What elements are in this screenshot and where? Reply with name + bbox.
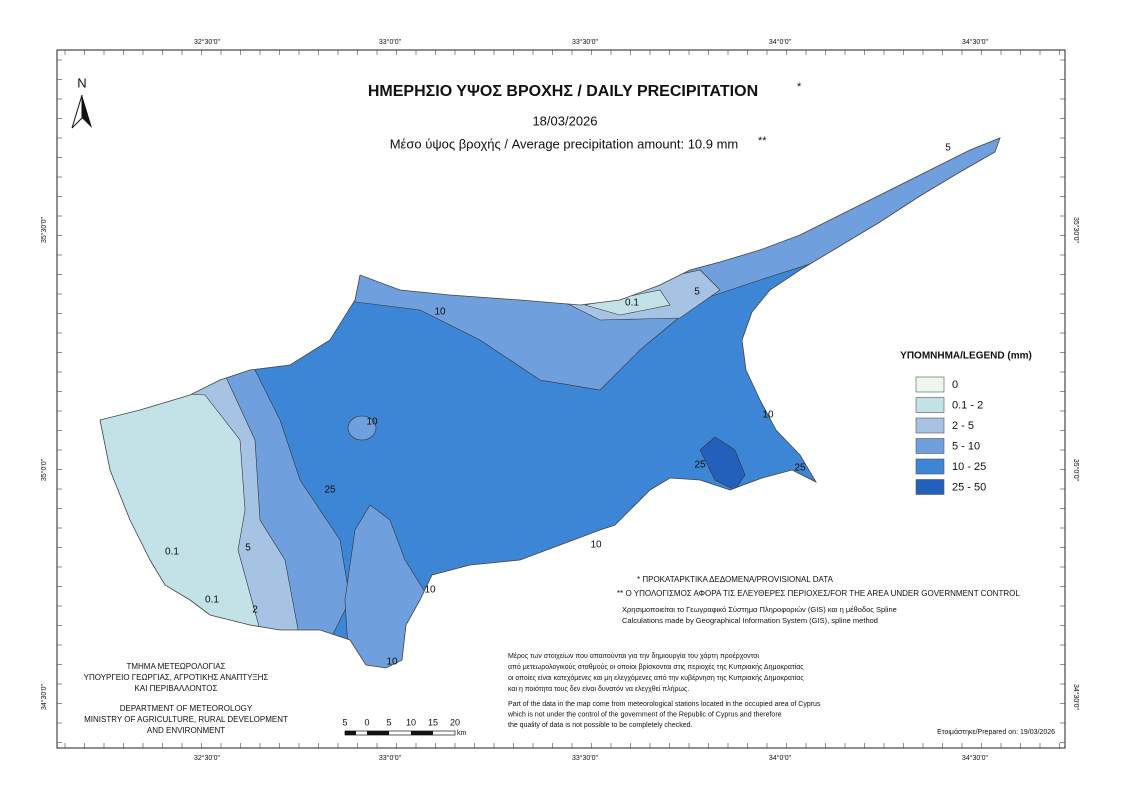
legend-label: 10 - 25	[952, 461, 986, 473]
contour-label: 5	[245, 543, 251, 554]
contour-label: 0.1	[165, 547, 179, 558]
map-title: ΗΜΕΡΗΣΙΟ ΥΨΟΣ ΒΡΟΧΗΣ / DAILY PRECIPITATI…	[368, 83, 758, 100]
legend-label: 0.1 - 2	[952, 399, 983, 411]
legend-swatch	[915, 397, 945, 413]
scale-label: 0	[364, 717, 369, 727]
graticule-label: 32°30'0"	[194, 754, 221, 762]
legend-swatch	[915, 376, 945, 393]
contour-label: 5	[945, 143, 951, 154]
contour-label: 25	[794, 463, 806, 474]
gis-note: Calculations made by Geographical Inform…	[622, 616, 878, 625]
legend-swatch	[915, 438, 945, 454]
scale-label: 5	[386, 717, 391, 727]
north-arrow	[71, 94, 92, 129]
subtitle-mark: **	[758, 135, 767, 147]
map-date: 18/03/2026	[532, 113, 597, 128]
legend-label: 0	[952, 379, 958, 391]
graticule-label: 34°30'0"	[962, 754, 989, 762]
contour-label: 0.1	[625, 298, 639, 309]
contour-label: 10	[424, 585, 436, 596]
title-mark: *	[797, 81, 802, 93]
contour-label: 25	[324, 485, 336, 496]
graticule-label: 34°30'0"	[962, 38, 989, 46]
zone-25-50	[699, 436, 746, 491]
scale-label: 10	[406, 717, 416, 727]
graticule-label: 33°0'0"	[379, 38, 402, 46]
graticule-label: 34°30'0"	[40, 683, 48, 710]
department-english: MINISTRY OF AGRICULTURE, RURAL DEVELOPME…	[84, 715, 288, 724]
graticule-label: 34°0'0"	[769, 38, 792, 46]
gis-note: Χρησιμοποιείται το Γεωγραφικό Σύστημα Πλ…	[622, 605, 897, 614]
graticule-label: 34°0'0"	[769, 754, 792, 762]
contour-label: 10	[434, 307, 446, 318]
zone-0-1-north	[584, 289, 671, 316]
legend-swatch	[915, 479, 945, 495]
contour-label: 25	[694, 460, 706, 471]
graticule-label: 32°30'0"	[194, 38, 221, 46]
disclaimer-english: Part of the data in the map come from me…	[508, 701, 821, 708]
graticule-label: 35°30'0"	[40, 216, 48, 243]
graticule-label: 35°0'0"	[40, 458, 48, 481]
north-label: N	[77, 75, 86, 90]
disclaimer-greek: οι οποίες είναι κατεχόμενες και μη ελεγχ…	[508, 674, 804, 682]
scale-label: 5	[342, 717, 347, 727]
graticule-label: 33°30'0"	[572, 754, 599, 762]
scale-bar	[344, 730, 456, 736]
note: ** Ο ΥΠΟΛΟΓΙΣΜΟΣ ΑΦΟΡΑ ΤΙΣ ΕΛΕΥΘΕΡΕΣ ΠΕΡ…	[617, 589, 1020, 598]
scale-label: 20	[450, 717, 460, 727]
disclaimer-greek: από μετεωρολογικούς σταθμούς οι οποίοι β…	[508, 663, 804, 671]
legend-title: ΥΠΟΜΝΗΜΑ/LEGEND (mm)	[900, 351, 1032, 362]
disclaimer-english: which is not under the control of the go…	[507, 711, 782, 718]
note: * ΠΡΟΚΑΤΑΡΚΤΙΚΑ ΔΕΔΟΜΕΝΑ/PROVISIONAL DAT…	[637, 575, 834, 584]
department-greek: ΚΑΙ ΠΕΡΙΒΑΛΛΟΝΤΟΣ	[135, 684, 218, 693]
graticule-label: 35°30'0"	[1072, 217, 1080, 244]
contour-label: 10	[590, 540, 602, 551]
legend-label: 2 - 5	[952, 420, 974, 432]
legend-swatch	[915, 458, 945, 475]
department-english: DEPARTMENT OF METEOROLOGY	[120, 704, 253, 713]
graticule-label: 33°0'0"	[379, 754, 402, 762]
scale-label: 15	[428, 717, 438, 727]
department-greek: ΤΜΗΜΑ ΜΕΤΕΩΡΟΛΟΓΙΑΣ	[126, 662, 225, 671]
graticule-label: 33°30'0"	[572, 38, 599, 46]
disclaimer-greek: και η ποιότητα τους δεν είναι δυνατόν να…	[508, 685, 689, 693]
legend-swatch	[915, 417, 945, 434]
department-english: AND ENVIRONMENT	[147, 726, 225, 735]
prepared-date: Ετοιμάστηκε/Prepared on: 19/03/2026	[937, 728, 1055, 736]
disclaimer-english: the quality of data is not possible to b…	[508, 722, 692, 729]
contour-label: 5	[694, 287, 700, 298]
legend-label: 25 - 50	[952, 481, 986, 493]
zone-5-10-pocket	[347, 415, 377, 441]
scale-unit: km	[457, 730, 467, 737]
graticule-label: 34°30'0"	[1072, 684, 1080, 711]
contour-label: 10	[366, 417, 378, 428]
department-greek: ΥΠΟΥΡΓΕΙΟ ΓΕΩΡΓΙΑΣ, ΑΓΡΟΤΙΚΗΣ ΑΝΑΠΤΥΞΗΣ	[84, 673, 269, 682]
disclaimer-greek: Μέρος των στοιχείων που απαιτούνται για …	[508, 652, 759, 660]
legend-label: 5 - 10	[952, 440, 980, 452]
contour-label: 2	[252, 605, 258, 616]
map-subtitle: Μέσο ύψος βροχής / Average precipitation…	[390, 136, 739, 151]
graticule-label: 35°0'0"	[1072, 459, 1080, 482]
contour-label: 10	[762, 410, 774, 421]
contour-label: 10	[386, 657, 398, 668]
contour-label: 0.1	[205, 595, 219, 606]
